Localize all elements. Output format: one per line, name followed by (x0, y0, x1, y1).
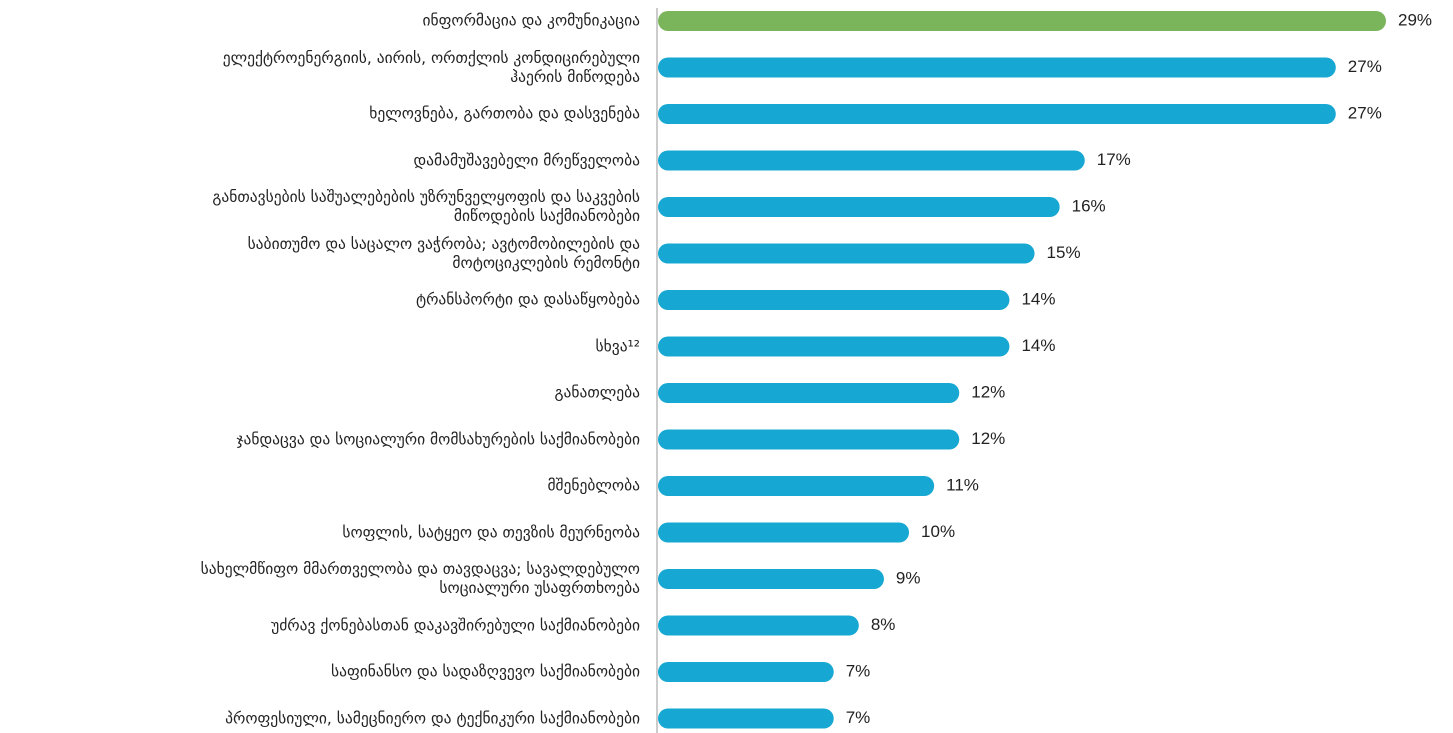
bar (658, 197, 1060, 217)
value-label: 11% (946, 475, 979, 494)
value-label: 15% (1047, 243, 1081, 262)
bar (658, 615, 859, 636)
value-label: 17% (1097, 150, 1131, 169)
value-label: 9% (896, 568, 921, 587)
bar (658, 336, 1010, 357)
bar (658, 476, 935, 496)
bar (658, 104, 1336, 124)
value-label: 14% (1021, 289, 1055, 308)
bar (658, 150, 1085, 171)
bar (658, 569, 884, 589)
value-label: 8% (871, 615, 896, 634)
value-label: 12% (971, 382, 1005, 401)
value-label: 12% (971, 429, 1005, 448)
category-label: მშენებლობა (547, 476, 640, 495)
value-label: 7% (846, 661, 871, 680)
bar (658, 243, 1035, 264)
category-label: სხვა¹² (595, 337, 640, 355)
category-label: საბითუმო და საცალო ვაჭრობა; ავტომობილები… (247, 234, 640, 272)
category-label: საფინანსო და სადაზღვევო საქმიანობები (330, 662, 640, 681)
value-label: 14% (1021, 336, 1055, 355)
category-label: სახელმწიფო მმართველობა და თავდაცვა; სავა… (200, 560, 640, 597)
category-label: განთავსების საშუალებების უზრუნველყოფის დ… (212, 188, 640, 225)
category-label: ჯანდაცვა და სოციალური მომსახურების საქმი… (236, 430, 641, 448)
category-label: ელექტროენერგიის, აირის, ორთქლის კონდიცირ… (222, 48, 640, 86)
bar (658, 429, 960, 450)
category-label: განათლება (554, 383, 640, 402)
bar (658, 708, 834, 729)
value-label: 7% (846, 708, 871, 727)
value-label: 10% (921, 522, 955, 541)
category-label: უძრავ ქონებასთან დაკავშირებული საქმიანობ… (271, 616, 640, 634)
category-label: ხელოვნება, გართობა და დასვენება (369, 104, 640, 123)
category-label: სოფლის, სატყეო და თევზის მეურნეობა (342, 523, 640, 541)
category-label: პროფესიული, სამეცნიერო და ტექნიკური საქმ… (225, 709, 640, 727)
value-label: 27% (1348, 103, 1382, 122)
value-label: 29% (1398, 10, 1432, 29)
bar (658, 290, 1010, 310)
category-label: დამამუშავებელი მრეწველობა (413, 151, 641, 169)
value-label: 16% (1072, 196, 1106, 215)
bar (658, 57, 1336, 78)
category-label: ინფორმაცია და კომუნიკაცია (422, 11, 641, 30)
bar (658, 662, 834, 682)
bar (658, 522, 910, 543)
category-label: ტრანსპორტი და დასაწყობება (415, 290, 640, 309)
bar (658, 11, 1386, 31)
bar (658, 383, 960, 403)
value-label: 27% (1348, 57, 1382, 76)
